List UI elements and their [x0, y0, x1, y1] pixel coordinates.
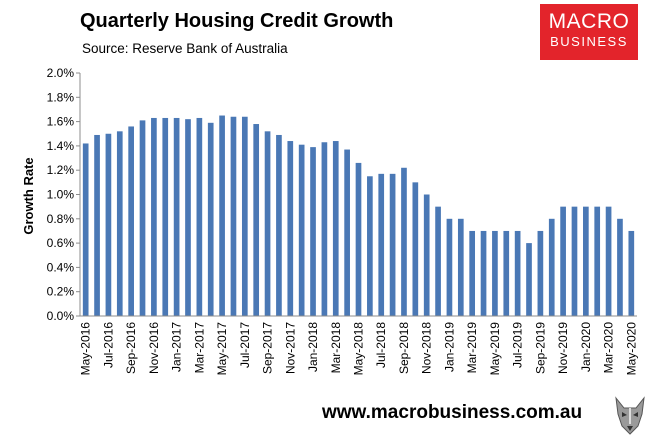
bar — [514, 230, 521, 316]
x-tick-label: Mar-2017 — [192, 322, 206, 374]
x-tick-label: May-2017 — [215, 322, 229, 376]
bar — [162, 117, 169, 317]
x-tick-label: Jan-2019 — [442, 322, 456, 372]
website-url: www.macrobusiness.com.au — [322, 402, 583, 423]
x-tick-label: Nov-2016 — [147, 322, 161, 374]
y-tick-label: 0.0% — [47, 309, 75, 323]
logo-line-2: BUSINESS — [550, 34, 628, 49]
x-tick-label: Sep-2018 — [397, 322, 411, 374]
bar — [230, 116, 237, 317]
x-tick-label: May-2019 — [488, 322, 502, 376]
bar — [469, 230, 476, 316]
y-tick-label: 0.2% — [47, 285, 75, 299]
x-tick-label: May-2020 — [624, 322, 638, 376]
bar — [571, 206, 578, 316]
bar — [196, 117, 203, 317]
x-tick-label: Mar-2019 — [465, 322, 479, 374]
bar — [332, 141, 339, 316]
bar — [548, 218, 555, 316]
x-tick-label: May-2018 — [352, 322, 366, 376]
bar — [412, 182, 419, 316]
bar — [594, 206, 601, 316]
bar — [82, 143, 89, 316]
y-tick-label: 0.4% — [47, 260, 75, 274]
y-tick-label: 1.0% — [47, 188, 75, 202]
bar — [173, 117, 180, 317]
x-tick-label: Jan-2020 — [579, 322, 593, 372]
macrobusiness-logo: MACRO BUSINESS — [540, 4, 638, 60]
bar — [446, 218, 453, 316]
x-tick-label: Jul-2019 — [511, 322, 525, 368]
bar — [185, 119, 191, 316]
bar — [128, 126, 134, 317]
bar — [503, 230, 510, 316]
bar — [492, 230, 498, 316]
x-tick-label: Jan-2018 — [306, 322, 320, 372]
bar — [116, 131, 123, 316]
bar — [253, 124, 260, 316]
x-tick-label: Sep-2019 — [533, 322, 547, 374]
bar — [355, 162, 362, 316]
y-tick-label: 0.6% — [47, 236, 75, 250]
bar — [241, 116, 248, 317]
bar — [378, 173, 385, 316]
bar — [298, 144, 305, 316]
x-tick-label: Nov-2017 — [283, 322, 297, 374]
wolf-icon — [615, 396, 645, 435]
bar — [480, 230, 487, 316]
x-tick-label: Jul-2017 — [238, 322, 252, 368]
y-tick-label: 1.8% — [47, 90, 75, 104]
bar — [401, 167, 407, 316]
y-tick-label: 1.2% — [47, 163, 75, 177]
bar — [105, 133, 112, 316]
bar — [526, 243, 532, 316]
x-tick-label: May-2016 — [79, 322, 93, 376]
bar — [264, 131, 271, 316]
x-tick-label: Jul-2016 — [101, 322, 115, 368]
bar — [560, 206, 566, 316]
y-tick-label: 0.8% — [47, 212, 75, 226]
chart-subtitle: Source: Reserve Bank of Australia — [82, 41, 288, 56]
bar — [207, 122, 214, 316]
x-tick-label: Sep-2017 — [261, 322, 275, 374]
chart-title: Quarterly Housing Credit Growth — [80, 10, 394, 32]
bar — [628, 230, 635, 316]
y-tick-label: 1.4% — [47, 139, 75, 153]
bar — [276, 134, 282, 316]
bar — [389, 173, 396, 316]
x-tick-label: Jul-2018 — [374, 322, 388, 368]
bar — [617, 218, 623, 316]
bar — [139, 120, 146, 316]
bar — [605, 206, 612, 316]
bar — [219, 115, 225, 316]
bar — [310, 147, 316, 316]
x-tick-label: Sep-2016 — [124, 322, 138, 374]
bar — [321, 142, 328, 316]
bar — [94, 134, 100, 316]
bar — [344, 149, 350, 316]
y-tick-label: 2.0% — [47, 66, 75, 80]
x-tick-label: Mar-2018 — [329, 322, 343, 374]
bar — [583, 206, 589, 316]
x-tick-label: Mar-2020 — [602, 322, 616, 374]
bar — [457, 218, 464, 316]
bar — [423, 194, 430, 316]
bar — [537, 230, 544, 316]
bar — [435, 206, 441, 316]
y-tick-label: 1.6% — [47, 115, 75, 129]
bar — [287, 141, 294, 316]
x-tick-label: Jan-2017 — [170, 322, 184, 372]
x-tick-label: Nov-2019 — [556, 322, 570, 374]
bar — [151, 117, 157, 317]
logo-line-1: MACRO — [548, 10, 630, 33]
y-axis-label: Growth Rate — [21, 157, 36, 234]
x-tick-label: Nov-2018 — [420, 322, 434, 374]
bar — [367, 176, 373, 316]
